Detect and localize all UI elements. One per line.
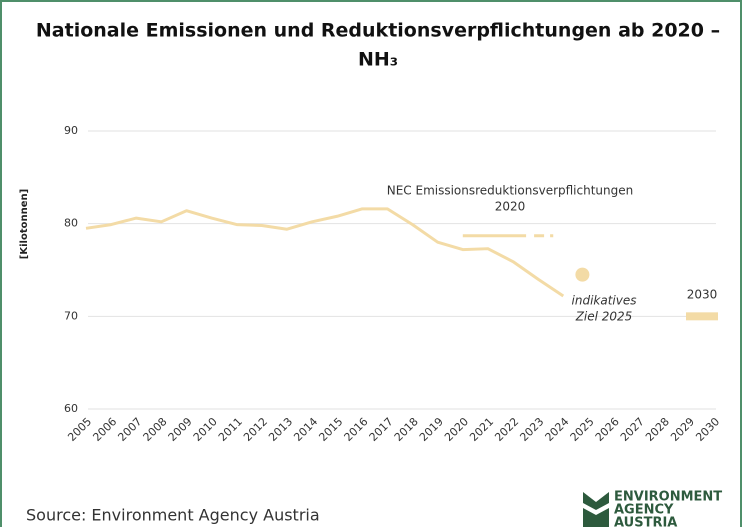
logo-text: ENVIRONMENT <box>614 490 722 505</box>
x-tick-label: 2014 <box>291 415 320 444</box>
x-tick-label: 2009 <box>166 415 195 444</box>
x-tick-label: 2027 <box>618 415 647 444</box>
x-tick-label: 2022 <box>492 415 521 444</box>
x-tick-label: 2023 <box>517 415 546 444</box>
line <box>85 207 565 298</box>
x-tick-label: 2021 <box>467 415 496 444</box>
x-tick-label: 2011 <box>216 415 245 444</box>
annotation: 2020 <box>495 200 526 214</box>
x-tick-label: 2019 <box>417 415 446 444</box>
logo-text: AUSTRIA <box>614 516 677 527</box>
x-tick-label: 2028 <box>643 415 672 444</box>
logo-icon <box>583 492 609 510</box>
x-tick-label: 2010 <box>191 415 220 444</box>
chart-title: NH₃ <box>358 49 398 71</box>
y-tick-label: 80 <box>64 217 78 230</box>
logo-icon <box>583 508 609 527</box>
annotation: indikatives <box>572 294 637 308</box>
x-tick-label: 2006 <box>90 415 119 444</box>
y-axis-label: [Kilotonnen] <box>19 189 30 259</box>
x-tick-label: 2020 <box>442 415 471 444</box>
annotation: Ziel 2025 <box>575 310 633 324</box>
x-tick-label: 2007 <box>115 415 144 444</box>
y-tick-label: 60 <box>64 402 78 415</box>
x-tick-label: 2025 <box>568 415 597 444</box>
x-tick-label: 2030 <box>693 415 722 444</box>
chart-title: Nationale Emissionen und Reduktionsverpf… <box>36 20 720 42</box>
x-tick-label: 2012 <box>241 415 270 444</box>
x-tick-label: 2026 <box>593 415 622 444</box>
x-tick-label: 2017 <box>367 415 396 444</box>
y-tick-label: 90 <box>64 124 78 137</box>
x-tick-label: 2018 <box>392 415 421 444</box>
x-tick-label: 2005 <box>65 415 94 444</box>
x-tick-label: 2013 <box>266 415 295 444</box>
x-tick-label: 2016 <box>342 415 371 444</box>
logo: ENVIRONMENT AGENCY AUSTRIA <box>583 490 722 527</box>
annotation: NEC Emissionsreduktionsverpflichtungen <box>387 184 634 198</box>
x-tick-label: 2024 <box>543 415 572 444</box>
x-tick-label: 2008 <box>141 415 170 444</box>
annotation: 2030 <box>687 288 718 302</box>
x-tick-label: 2029 <box>668 415 697 444</box>
x-tick-label: 2015 <box>316 415 345 444</box>
source: Source: Environment Agency Austria <box>26 506 320 525</box>
y-tick-label: 70 <box>64 309 78 322</box>
target-2025 <box>575 267 590 282</box>
logo-text: AGENCY <box>614 503 674 518</box>
target-2030 <box>686 312 718 321</box>
